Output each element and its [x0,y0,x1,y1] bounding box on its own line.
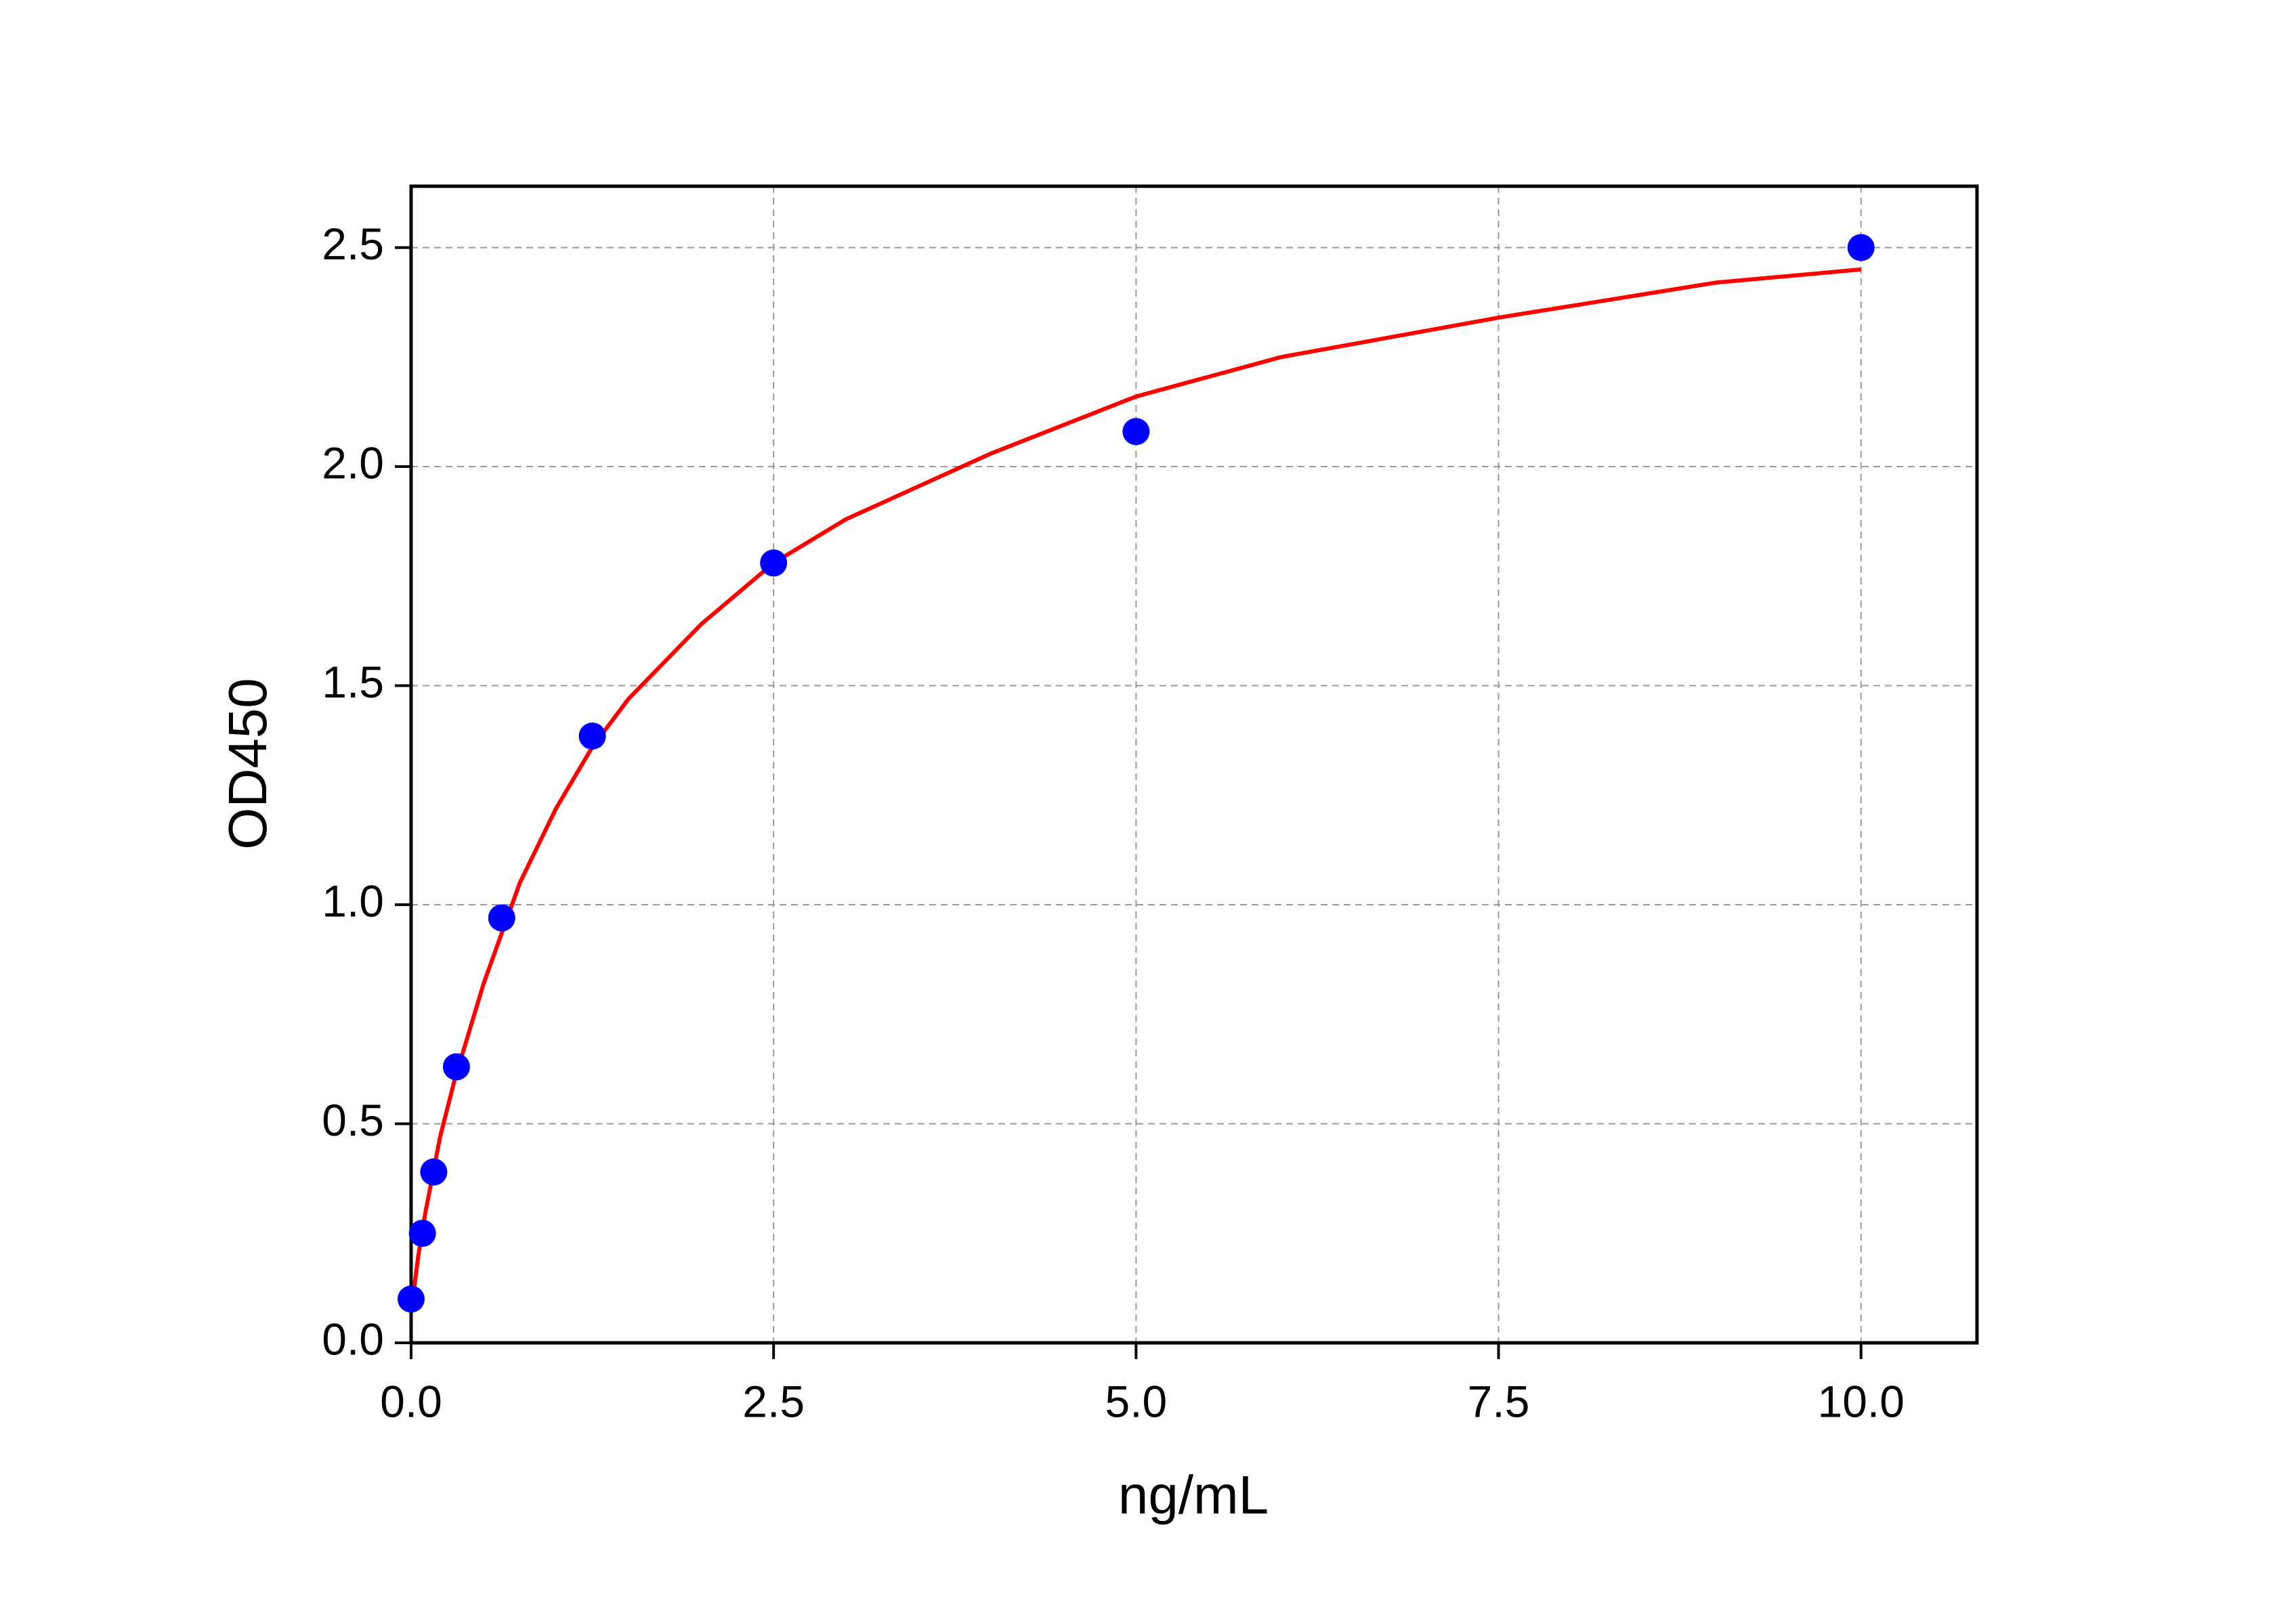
y-tick-label: 1.5 [322,657,384,707]
data-point [408,1220,436,1247]
x-tick-label: 10.0 [1818,1376,1905,1426]
y-tick-label: 2.0 [322,437,384,488]
data-point [398,1285,425,1313]
x-tick-label: 7.5 [1468,1376,1530,1426]
data-point [578,722,606,750]
x-axis-title: ng/mL [1118,1465,1269,1525]
data-point [488,904,515,932]
y-tick-label: 1.0 [322,876,384,926]
fit-curve [409,267,1862,1313]
x-tick-label: 5.0 [1105,1376,1167,1426]
y-axis-title: OD450 [217,678,278,849]
plot-frame [409,184,1979,1345]
data-point [442,1053,470,1081]
data-point [420,1158,448,1186]
y-tick-label: 0.0 [322,1314,384,1364]
data-point [760,549,788,577]
x-tick-label: 0.0 [380,1376,442,1426]
data-point [1847,234,1875,261]
y-tick-label: 0.5 [322,1095,384,1145]
x-tick-label: 2.5 [742,1376,805,1426]
data-point [1122,418,1150,446]
y-tick-label: 2.5 [322,219,384,269]
